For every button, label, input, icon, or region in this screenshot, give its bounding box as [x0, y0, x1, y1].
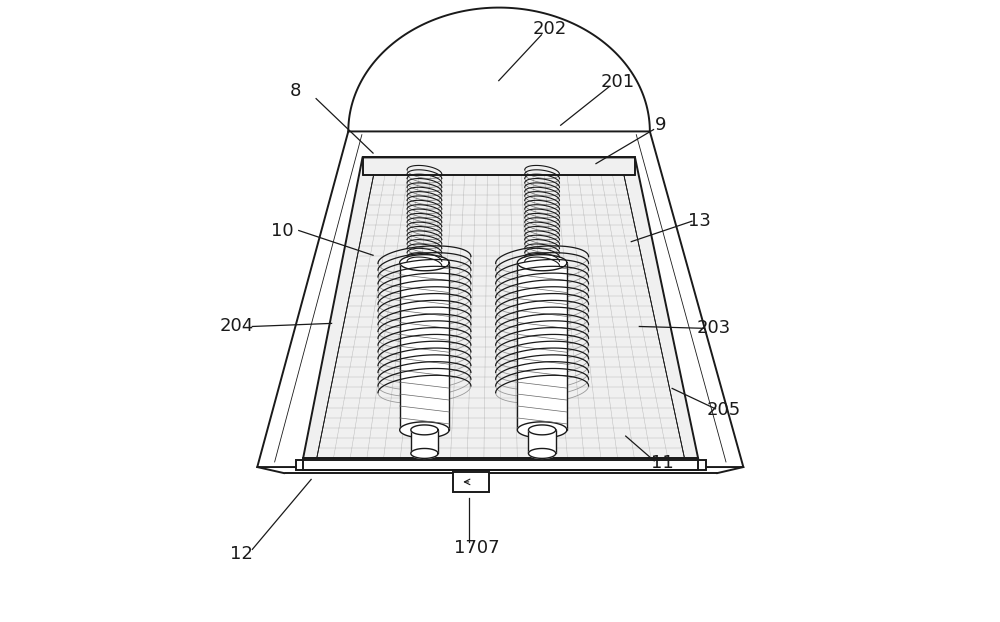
Text: 9: 9: [655, 116, 667, 134]
Polygon shape: [257, 131, 743, 467]
Polygon shape: [303, 157, 698, 458]
Polygon shape: [453, 472, 489, 492]
Text: 204: 204: [220, 317, 254, 335]
Polygon shape: [400, 422, 449, 438]
Text: 202: 202: [532, 21, 567, 39]
Polygon shape: [411, 448, 438, 458]
Text: 203: 203: [697, 319, 731, 337]
Polygon shape: [528, 425, 556, 435]
Polygon shape: [517, 422, 567, 438]
Polygon shape: [411, 430, 438, 453]
Text: 1707: 1707: [454, 539, 499, 557]
Polygon shape: [528, 448, 556, 458]
Polygon shape: [528, 430, 556, 453]
Text: 12: 12: [230, 545, 253, 563]
Polygon shape: [400, 254, 449, 271]
Polygon shape: [411, 425, 438, 435]
Polygon shape: [400, 262, 449, 430]
Text: 201: 201: [601, 73, 635, 91]
Text: 11: 11: [651, 453, 674, 471]
Text: 13: 13: [688, 212, 711, 230]
Text: 10: 10: [271, 221, 293, 239]
Polygon shape: [296, 460, 706, 470]
Text: 8: 8: [290, 82, 301, 100]
Text: 205: 205: [707, 401, 741, 419]
Polygon shape: [517, 262, 567, 430]
Polygon shape: [517, 254, 567, 271]
